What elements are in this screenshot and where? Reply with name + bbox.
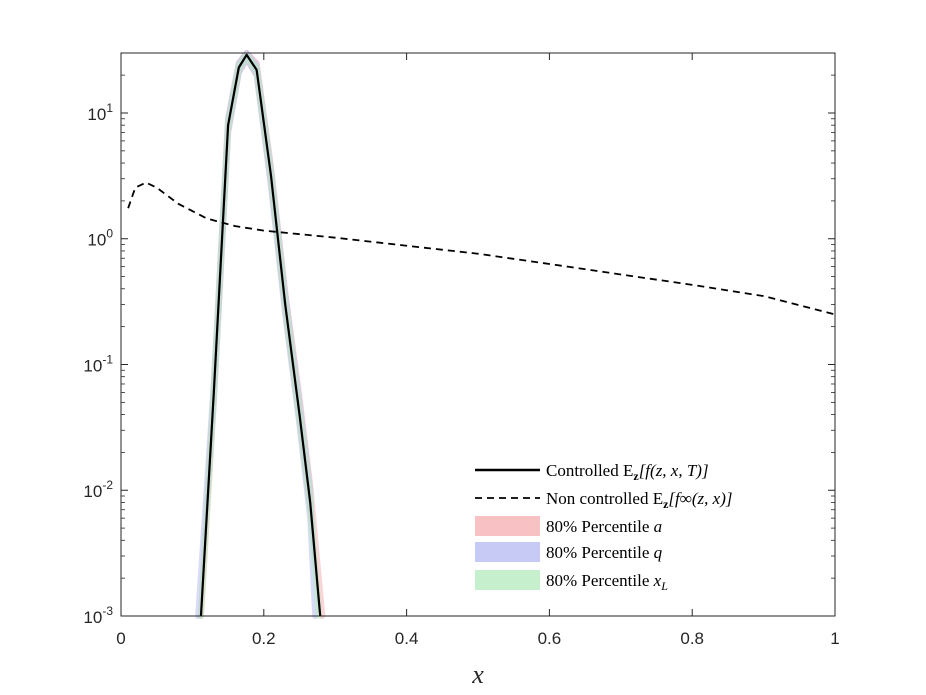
legend-label: 80% Percentile a [546,517,662,536]
legend: Controlled Ez[f(z, x, T)] Non controlled … [475,461,732,593]
x-tick-label: 0.8 [680,629,704,648]
series-lines [127,53,836,617]
axis-ticks: 0 0.2 0.4 0.6 0.8 1 10-3 10-2 10-1 100 101 [83,52,840,648]
x-axis-label: x [471,660,484,689]
x-tick-label: 0 [116,629,125,648]
x-tick-label: 0.4 [395,629,419,648]
series-line-noncontrolled [127,181,836,316]
y-tick-label: 100 [87,227,113,250]
legend-label: 80% Percentile xL [546,571,668,593]
series-line-controlled [199,53,322,617]
legend-swatch-band [475,542,540,562]
y-tick-label: 10-3 [83,604,113,627]
y-tick-label: 101 [87,101,113,124]
legend-label: 80% Percentile q [546,543,663,562]
y-tick-label: 10-1 [83,352,113,375]
x-tick-label: 0.6 [538,629,562,648]
x-tick-label: 0.2 [252,629,276,648]
legend-swatch-band [475,570,540,590]
plot-frame [120,52,836,617]
legend-label: Non controlled Ez[f∞(z, x)] [546,489,732,511]
y-tick-label: 10-2 [83,478,113,501]
legend-label: Controlled Ez[f(z, x, T)] [546,461,709,483]
x-tick-label: 1 [830,629,839,648]
legend-swatch-band [475,516,540,536]
